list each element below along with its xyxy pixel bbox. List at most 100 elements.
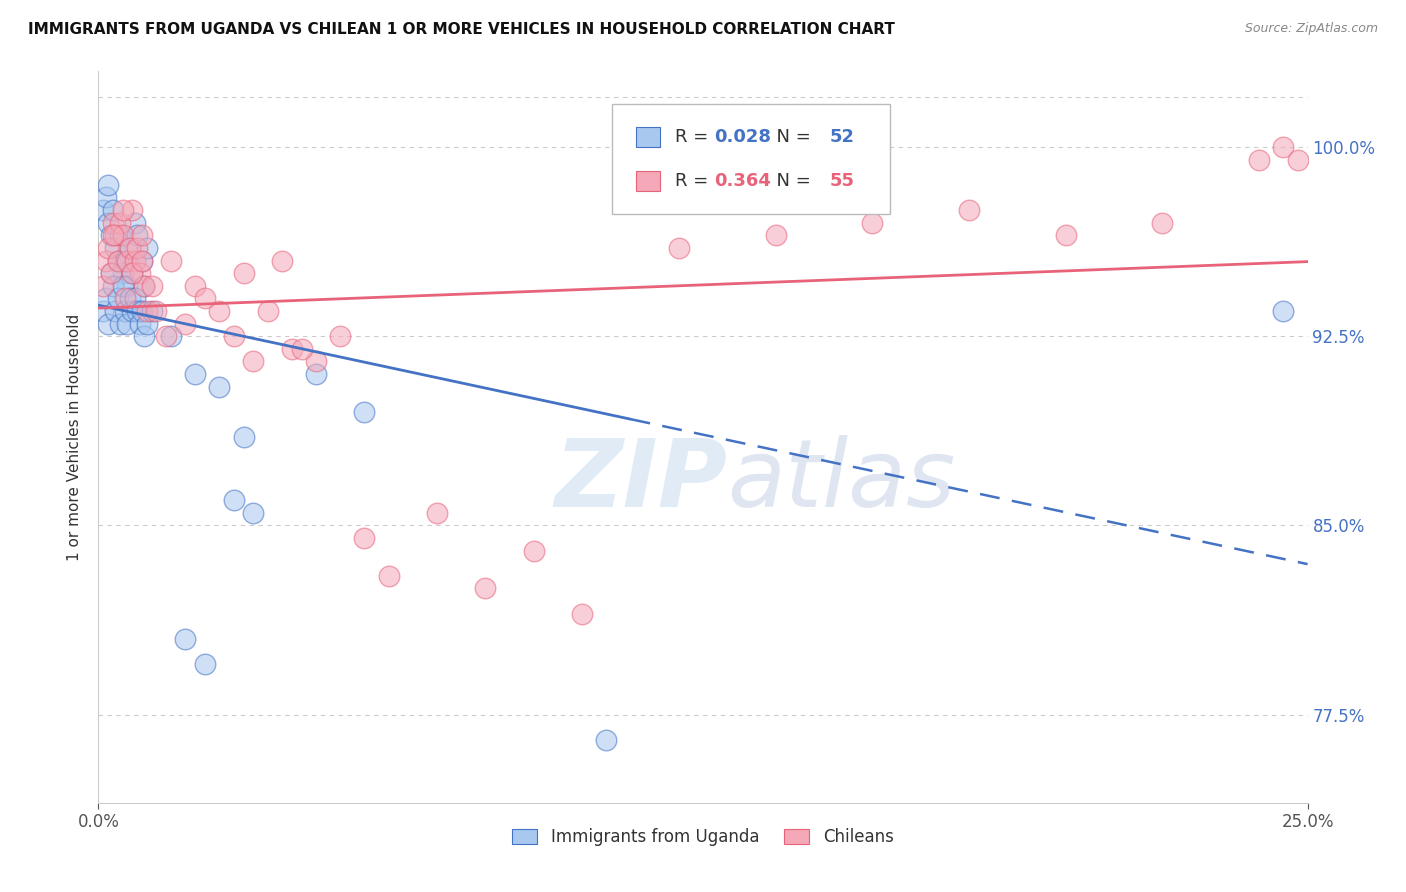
Point [91,304,114,318]
Point [1152,216,1174,230]
Point [97,241,120,255]
Point [271,253,294,268]
Point [121,266,143,280]
Point [141,278,163,293]
Point [765,228,787,243]
Text: R =: R = [675,128,714,146]
Bar [637,127,661,147]
Point [222,493,245,508]
Point [118,241,141,255]
Point [124,216,146,230]
Text: R =: R = [675,172,714,190]
Text: N =: N = [765,128,817,146]
Point [121,203,143,218]
Point [305,354,328,368]
Point [131,228,153,243]
Point [111,278,134,293]
Point [117,253,139,268]
Point [377,569,399,583]
Point [108,228,131,243]
Point [128,317,150,331]
Point [101,278,124,293]
Point [1054,228,1077,243]
Point [111,203,134,218]
Point [134,278,156,293]
Point [1249,153,1271,167]
Point [101,203,124,218]
Point [94,253,117,268]
Point [97,216,120,230]
Point [118,291,141,305]
Point [114,304,136,318]
Text: 55: 55 [830,172,855,190]
Point [97,178,120,192]
Point [1272,140,1295,154]
Point [242,354,264,368]
Point [131,253,153,268]
Point [104,228,127,243]
Point [118,241,141,255]
Text: N =: N = [765,172,817,190]
Point [1286,153,1309,167]
Point [232,266,254,280]
Bar [637,171,661,191]
Point [100,266,122,280]
Point [668,241,690,255]
Point [135,317,157,331]
Point [474,582,496,596]
Point [124,253,146,268]
Point [145,304,167,318]
Point [127,304,149,318]
Point [117,317,139,331]
Point [232,430,254,444]
Y-axis label: 1 or more Vehicles in Household: 1 or more Vehicles in Household [67,313,83,561]
Point [281,342,304,356]
Text: 0.028: 0.028 [714,128,772,146]
Point [957,203,980,218]
Point [353,405,375,419]
Point [426,506,449,520]
Point [290,342,312,356]
Point [104,241,127,255]
Text: Source: ZipAtlas.com: Source: ZipAtlas.com [1244,22,1378,36]
Point [141,304,163,318]
Text: 0.364: 0.364 [714,172,772,190]
Point [117,278,139,293]
Point [523,543,546,558]
Text: atlas: atlas [727,435,956,526]
Point [91,203,114,218]
Point [160,253,183,268]
FancyBboxPatch shape [613,104,890,214]
Point [184,278,207,293]
Text: IMMIGRANTS FROM UGANDA VS CHILEAN 1 OR MORE VEHICLES IN HOUSEHOLD CORRELATION CH: IMMIGRANTS FROM UGANDA VS CHILEAN 1 OR M… [28,22,896,37]
Legend: Immigrants from Uganda, Chileans: Immigrants from Uganda, Chileans [506,822,900,853]
Point [124,291,146,305]
Point [100,266,122,280]
Point [111,266,134,280]
Point [194,657,217,671]
Point [208,304,231,318]
Point [174,632,197,646]
Point [353,531,375,545]
Point [135,241,157,255]
Text: ZIP: ZIP [554,435,727,527]
Point [97,317,120,331]
Point [131,253,153,268]
Point [127,241,149,255]
Point [111,228,134,243]
Point [128,266,150,280]
Point [134,329,156,343]
Point [571,607,593,621]
Point [101,228,124,243]
Point [184,367,207,381]
Point [134,278,156,293]
Point [114,253,136,268]
Point [160,329,183,343]
Point [155,329,177,343]
Point [94,291,117,305]
Point [329,329,352,343]
Point [104,304,127,318]
Point [208,379,231,393]
Point [107,291,129,305]
Point [108,216,131,230]
